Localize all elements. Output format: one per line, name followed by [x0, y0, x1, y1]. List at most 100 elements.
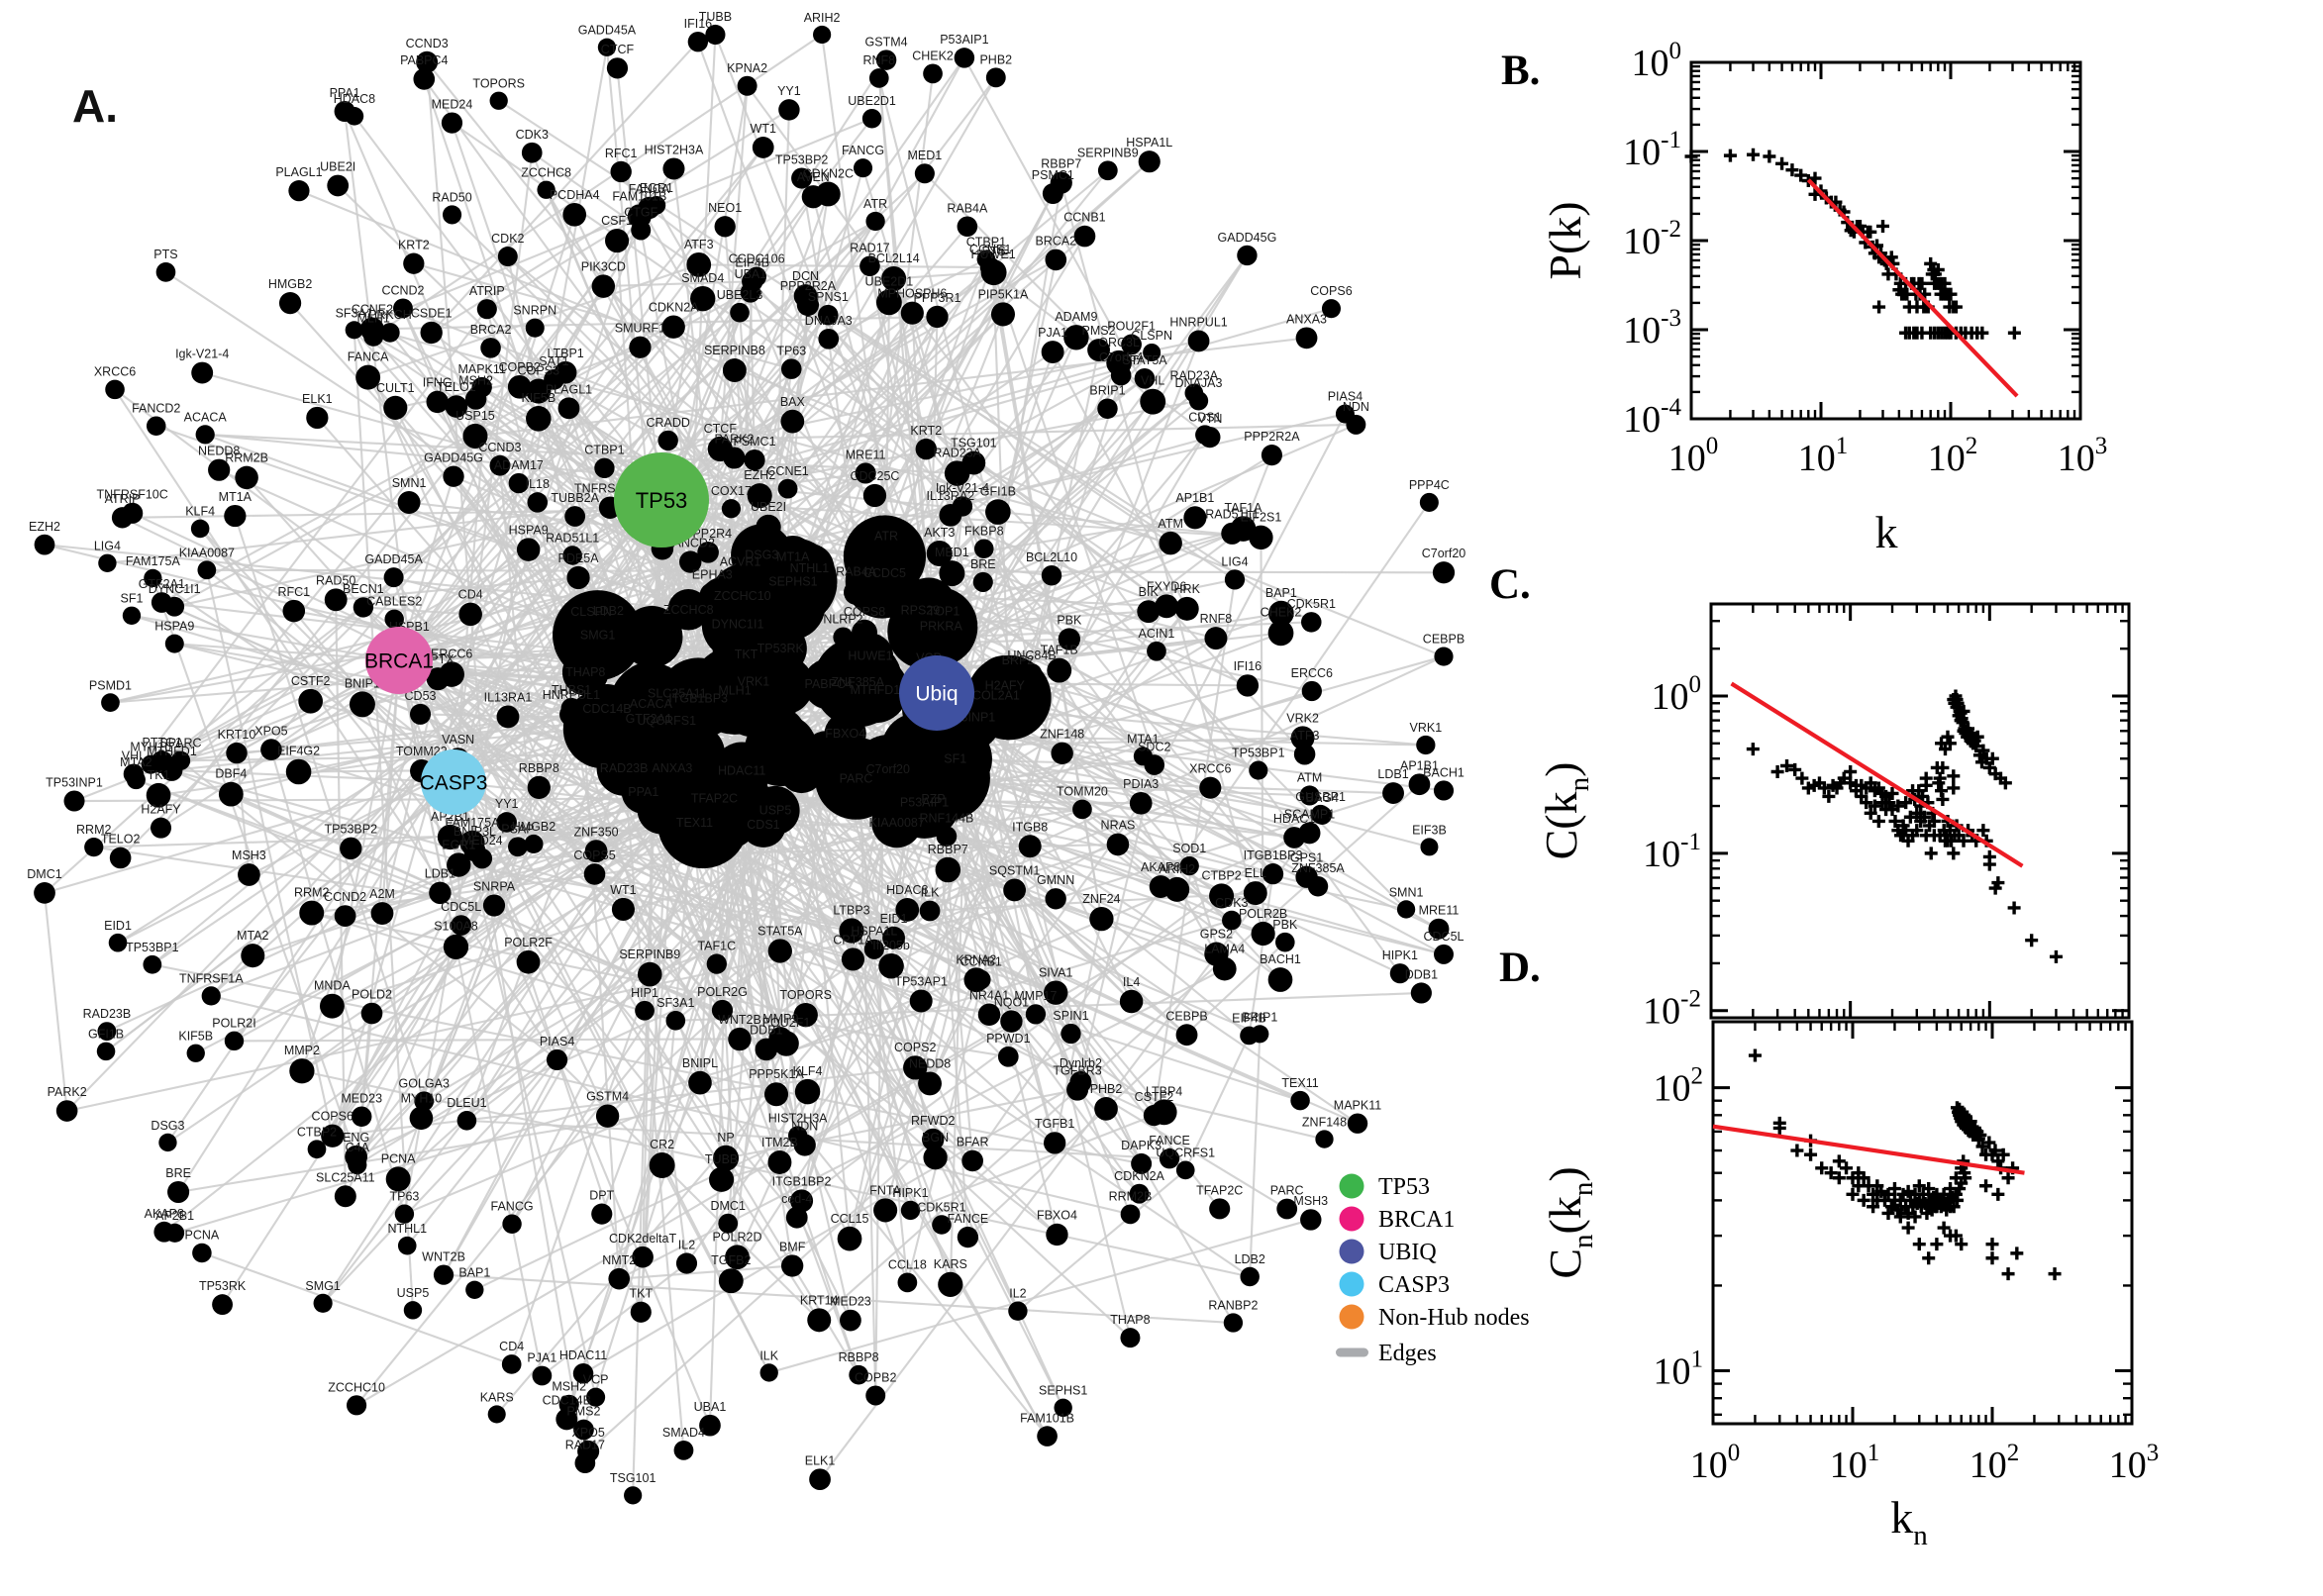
- network-node[interactable]: [1008, 1301, 1028, 1321]
- network-node[interactable]: [1137, 600, 1161, 624]
- network-node[interactable]: [105, 379, 125, 400]
- network-node[interactable]: [546, 1048, 568, 1071]
- network-node[interactable]: [1089, 906, 1114, 932]
- network-node[interactable]: [351, 1106, 372, 1127]
- hub-node-ubiq[interactable]: [899, 655, 974, 731]
- network-node[interactable]: [611, 897, 635, 921]
- network-node[interactable]: [1042, 183, 1063, 205]
- network-node[interactable]: [1175, 1024, 1198, 1047]
- network-node[interactable]: [661, 315, 685, 339]
- network-node[interactable]: [224, 1031, 245, 1051]
- network-node[interactable]: [824, 712, 866, 754]
- network-node[interactable]: [973, 539, 994, 559]
- network-node[interactable]: [1249, 760, 1268, 780]
- network-node[interactable]: [462, 423, 488, 449]
- network-node[interactable]: [1301, 612, 1322, 633]
- network-node[interactable]: [348, 1154, 367, 1175]
- network-node[interactable]: [1183, 506, 1207, 530]
- network-node[interactable]: [158, 1133, 177, 1152]
- network-node[interactable]: [686, 251, 712, 277]
- network-node[interactable]: [723, 447, 746, 469]
- network-node[interactable]: [1199, 776, 1222, 799]
- network-node[interactable]: [793, 1002, 818, 1028]
- network-node[interactable]: [562, 202, 587, 227]
- network-node[interactable]: [155, 262, 176, 282]
- network-node[interactable]: [224, 504, 247, 528]
- network-node[interactable]: [1382, 782, 1404, 805]
- network-node[interactable]: [767, 1150, 792, 1174]
- network-node[interactable]: [1044, 980, 1068, 1005]
- network-node[interactable]: [1003, 878, 1027, 902]
- network-node[interactable]: [403, 1301, 423, 1320]
- network-node[interactable]: [1432, 561, 1456, 584]
- network-node[interactable]: [1046, 1223, 1068, 1247]
- network-node[interactable]: [1195, 425, 1215, 445]
- network-node[interactable]: [195, 425, 215, 445]
- network-node[interactable]: [944, 460, 970, 486]
- network-node[interactable]: [780, 1254, 804, 1277]
- network-node[interactable]: [288, 180, 310, 202]
- network-node[interactable]: [319, 993, 345, 1019]
- network-node[interactable]: [596, 618, 621, 643]
- network-node[interactable]: [416, 50, 439, 73]
- network-node[interactable]: [629, 336, 652, 358]
- network-node[interactable]: [873, 1198, 898, 1223]
- network-node[interactable]: [888, 766, 960, 839]
- network-node[interactable]: [813, 25, 832, 45]
- network-node[interactable]: [935, 856, 961, 883]
- network-node[interactable]: [1072, 799, 1092, 820]
- network-node[interactable]: [1315, 1130, 1334, 1148]
- network-node[interactable]: [507, 374, 532, 399]
- network-node[interactable]: [1243, 881, 1267, 906]
- hub-node-tp53[interactable]: [614, 452, 709, 548]
- network-node[interactable]: [208, 458, 231, 481]
- network-node[interactable]: [1434, 944, 1454, 964]
- network-node[interactable]: [324, 588, 348, 612]
- network-node[interactable]: [1179, 855, 1199, 876]
- network-node[interactable]: [970, 969, 991, 990]
- network-node[interactable]: [747, 266, 767, 287]
- network-node[interactable]: [1060, 1023, 1081, 1045]
- network-node[interactable]: [936, 826, 958, 847]
- network-node[interactable]: [1097, 398, 1118, 419]
- network-node[interactable]: [443, 465, 464, 487]
- network-node[interactable]: [557, 397, 580, 420]
- network-node[interactable]: [1184, 383, 1204, 403]
- network-node[interactable]: [1129, 1183, 1150, 1204]
- network-node[interactable]: [380, 323, 400, 343]
- network-node[interactable]: [34, 534, 55, 555]
- network-node[interactable]: [497, 247, 518, 267]
- network-node[interactable]: [1300, 1209, 1322, 1231]
- network-node[interactable]: [763, 1082, 789, 1107]
- network-node[interactable]: [191, 361, 214, 384]
- network-node[interactable]: [868, 68, 889, 88]
- network-node[interactable]: [1041, 564, 1062, 586]
- network-node[interactable]: [1063, 325, 1089, 350]
- network-node[interactable]: [1249, 525, 1273, 550]
- network-node[interactable]: [914, 163, 935, 184]
- network-node[interactable]: [306, 406, 329, 430]
- network-node[interactable]: [1133, 747, 1153, 766]
- network-node[interactable]: [1419, 492, 1439, 512]
- network-node[interactable]: [151, 817, 172, 839]
- network-node[interactable]: [1290, 1090, 1310, 1111]
- network-node[interactable]: [394, 1204, 415, 1224]
- network-node[interactable]: [833, 627, 854, 648]
- network-node[interactable]: [445, 395, 468, 418]
- network-node[interactable]: [97, 1022, 117, 1042]
- network-node[interactable]: [1175, 1160, 1195, 1180]
- network-node[interactable]: [881, 265, 907, 291]
- network-node[interactable]: [1149, 875, 1172, 898]
- network-node[interactable]: [895, 898, 920, 922]
- network-node[interactable]: [1251, 921, 1275, 947]
- network-node[interactable]: [711, 999, 734, 1022]
- network-node[interactable]: [508, 472, 530, 494]
- network-node[interactable]: [624, 1486, 643, 1505]
- network-node[interactable]: [1290, 726, 1315, 750]
- network-node[interactable]: [919, 900, 941, 922]
- network-node[interactable]: [1073, 225, 1096, 248]
- network-node[interactable]: [1174, 596, 1199, 621]
- network-node[interactable]: [849, 1364, 868, 1385]
- network-node[interactable]: [594, 457, 615, 478]
- network-node[interactable]: [922, 1128, 945, 1151]
